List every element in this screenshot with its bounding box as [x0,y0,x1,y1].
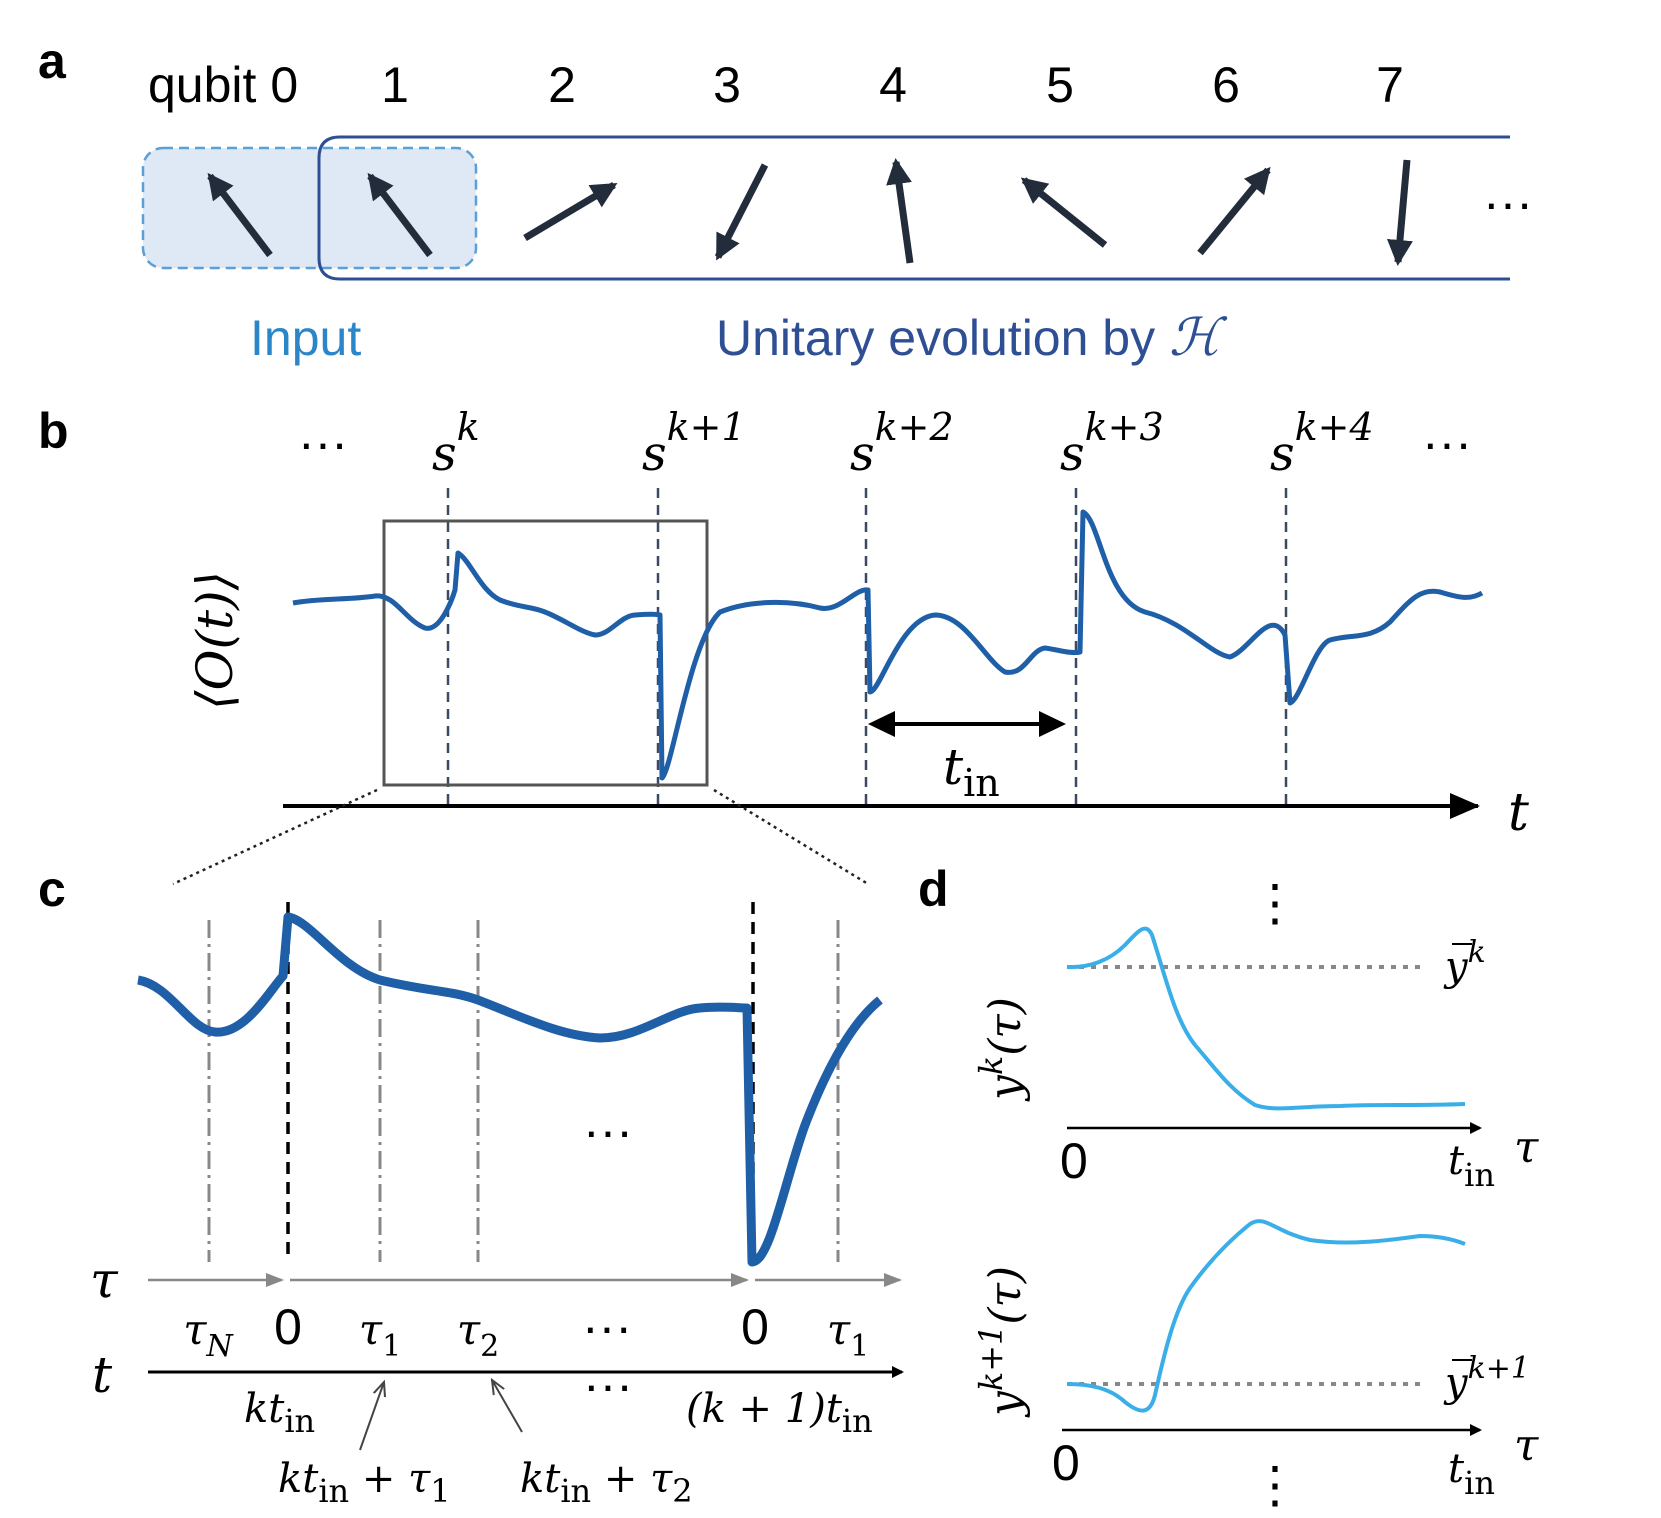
input-label-0: sk [432,405,480,482]
input-label-4: sk+4 [1270,405,1374,482]
t-axis-ellipsis: ··· [583,1357,633,1413]
spin-arrow-icon [886,158,914,264]
plot-k-y-label: yk(τ) [972,997,1031,1102]
spin-arrow-icon [1197,166,1271,256]
plot-k1-x-label: τ [1514,1420,1539,1471]
spin-arrow-icon [207,172,273,258]
input-label-2: sk+2 [850,405,954,482]
plot-k-x-label: τ [1514,1122,1539,1173]
plot-k-x-end: tin [1448,1138,1495,1194]
tau-tick-4: ··· [582,1299,632,1355]
interval-arrow-right-head [1039,711,1066,737]
panel-b-label: b [38,403,69,459]
qubit-0-label: qubit 0 [148,57,298,113]
plot-k-x-zero: 0 [1060,1133,1088,1189]
plot-k1-x-end: tin [1448,1446,1495,1502]
plot-k1-mean-label: yk+1 [1443,1351,1530,1406]
spin-arrow-icon [523,181,618,242]
tau-tick-1: 0 [274,1299,302,1355]
spin-arrows [207,158,1413,266]
tau-axis-label: τ [90,1251,119,1309]
qubit-6-label: 6 [1212,57,1240,113]
tau-tick-5: 0 [741,1299,769,1355]
sample-lines [207,920,840,1262]
qubit-4-label: 4 [879,57,907,113]
qubit-2-label: 2 [548,57,576,113]
right-ellipsis: ··· [1422,415,1472,471]
readout-curve-k [1066,926,1466,1111]
tau-tick-3: τ2 [457,1305,499,1364]
spin-arrow-icon [1020,177,1108,248]
panel-c: c ··· τ τN 0 τ1 τ2 ··· 0 τ1 t ··· ktin (k + 1)… [38,861,904,1510]
tau-ticks: τN 0 τ1 τ2 ··· 0 τ1 [183,1299,869,1364]
input-label: Input [250,310,361,366]
panel-b: b ··· ··· sk sk+1 sk+2 sk+3 sk+4 ⟨O(t)⟩ t ti… [38,403,1529,886]
readout-plot-k1: yk+1(τ) yk+1 0 tin τ [972,1219,1539,1502]
observable-axis-label: ⟨O(t)⟩ [186,571,244,710]
panel-a: a qubit 0 1 2 3 4 5 6 7 ··· Input Unitary evol… [38,33,1533,368]
middle-ellipsis: ··· [583,1103,633,1159]
panel-d: d ⋮ ⋮ yk(τ) yk 0 tin τ yk+1(τ) yk+1 0 ti… [918,861,1539,1513]
plot-k1-y-label: yk+1(τ) [972,1266,1031,1418]
panel-c-label: c [38,861,66,917]
t-axis-label: t [92,1346,113,1404]
spin-arrow-icon [1386,159,1413,266]
input-label-3: sk+3 [1060,405,1164,482]
readout-plot-k: yk(τ) yk 0 tin τ [972,926,1539,1194]
annotation-arrow-1 [359,1382,384,1451]
spin-arrow-icon [367,172,433,258]
hamiltonian-symbol: ℋ [1169,308,1228,368]
plot-k1-x-zero: 0 [1052,1435,1080,1491]
qubit-7-label: 7 [1376,57,1404,113]
readout-curve-k1 [1066,1219,1466,1413]
qubit-5-label: 5 [1046,57,1074,113]
panel-d-label: d [918,861,949,917]
input-labels: sk sk+1 sk+2 sk+3 sk+4 [432,405,1374,482]
panel-a-label: a [38,33,67,89]
tau-tick-6: τ1 [827,1305,869,1364]
top-ellipsis: ⋮ [1250,875,1300,931]
spin-arrow-icon [714,163,769,261]
left-ellipsis: ··· [298,415,348,471]
observable-curve [292,509,1484,781]
evolution-label: Unitary evolution by ℋ [716,308,1228,368]
time-axis-label: t [1508,783,1529,843]
evolution-region-box [317,135,1510,281]
zoom-box [382,519,709,787]
annotation-2: ktin + τ2 [520,1456,693,1510]
interval-arrow-left-head [868,711,895,737]
zoom-connector-right [713,788,869,886]
qubit-numbers: 1 2 3 4 5 6 7 [381,57,1404,113]
annotation-arrow-2 [492,1380,523,1433]
tau-tick-2: τ1 [359,1305,401,1364]
tau-tick-0: τN [183,1305,234,1364]
zoom-connector-left [172,788,378,886]
t-tick-k: ktin [244,1386,315,1440]
annotation-1: ktin + τ1 [278,1456,451,1510]
zoomed-observable-curve [136,912,883,1267]
plot-k-mean-label: yk [1443,935,1486,990]
qubit-3-label: 3 [713,57,741,113]
input-label-1: sk+1 [642,405,746,482]
chain-ellipsis: ··· [1483,175,1533,231]
interval-label: tin [943,738,1000,805]
t-tick-k1: (k + 1)tin [686,1386,873,1440]
bottom-ellipsis: ⋮ [1250,1457,1300,1513]
qubit-1-label: 1 [381,57,409,113]
